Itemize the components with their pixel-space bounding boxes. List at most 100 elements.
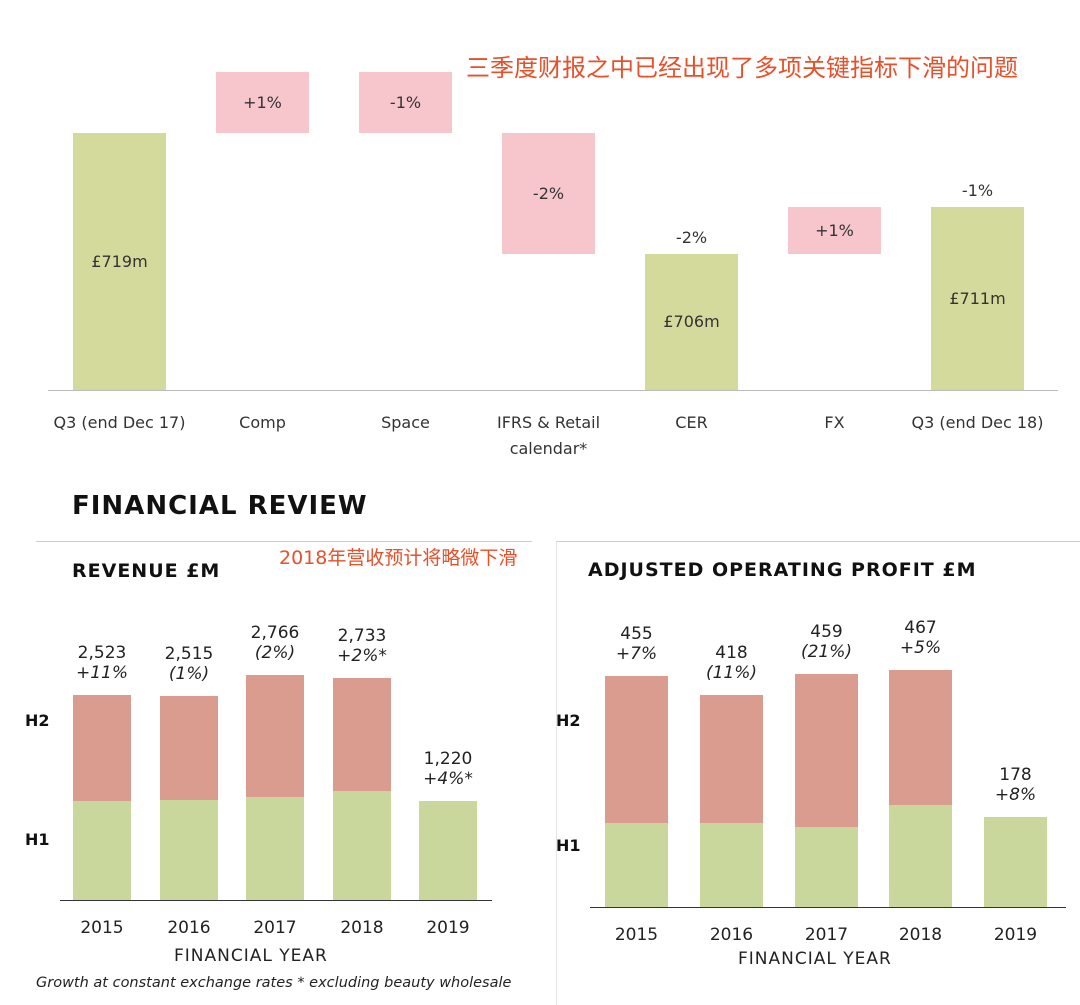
profit-value-label: 178 +8% bbox=[964, 765, 1067, 805]
waterfall-bar-label: -1% bbox=[389, 92, 422, 112]
waterfall-baseline bbox=[48, 390, 1058, 391]
profit-total: 459 bbox=[810, 621, 843, 642]
revenue-total: 1,220 bbox=[423, 748, 473, 769]
waterfall-category-line: FX bbox=[824, 413, 845, 432]
profit-growth: (11%) bbox=[705, 662, 758, 683]
revenue-value-label: 2,766 (2%) bbox=[226, 623, 324, 663]
revenue-chart-title: REVENUE £M bbox=[72, 560, 221, 582]
revenue-total: 2,733 bbox=[337, 625, 387, 646]
waterfall-category-line: Comp bbox=[239, 413, 286, 432]
waterfall-category-line: CER bbox=[675, 413, 708, 432]
revenue-value-label: 1,220 +4%* bbox=[399, 749, 497, 789]
waterfall-category-line: calendar* bbox=[509, 439, 588, 458]
revenue-value-label: 2,523 +11% bbox=[53, 643, 151, 683]
profit-value-label: 418 (11%) bbox=[680, 643, 783, 683]
waterfall-bar-7 bbox=[931, 207, 1024, 390]
revenue-year-label: 2017 bbox=[253, 918, 297, 938]
waterfall-category-label: Q3 (end Dec 18) bbox=[898, 410, 1058, 436]
revenue-bar-h2-2016 bbox=[160, 695, 218, 801]
footnote: Growth at constant exchange rates * excl… bbox=[36, 975, 512, 991]
revenue-bar-h2-2018 bbox=[333, 677, 391, 792]
waterfall-category-line: IFRS & Retail bbox=[496, 413, 601, 432]
annotation-top: 三季度财报之中已经出现了多项关键指标下滑的问题 bbox=[466, 54, 1018, 82]
revenue-h2-label: H2 bbox=[25, 711, 50, 730]
waterfall-category-label: FX bbox=[755, 410, 915, 436]
profit-bar-h1-2016 bbox=[700, 823, 763, 907]
revenue-total: 2,515 bbox=[164, 643, 214, 664]
profit-h1-label: H1 bbox=[556, 836, 581, 855]
profit-total: 467 bbox=[904, 617, 937, 638]
profit-bar-h2-2018 bbox=[889, 669, 952, 806]
waterfall-category-label: Q3 (end Dec 17) bbox=[40, 410, 200, 436]
profit-total: 455 bbox=[620, 623, 653, 644]
profit-bar-h2-2017 bbox=[795, 673, 858, 827]
revenue-bar-h1-2015 bbox=[73, 800, 131, 900]
profit-year-label: 2018 bbox=[898, 925, 943, 945]
profit-value-label: 455 +7% bbox=[585, 624, 688, 664]
revenue-bar-h1-2017 bbox=[246, 796, 304, 900]
profit-total: 178 bbox=[999, 764, 1032, 785]
profit-year-label: 2017 bbox=[804, 925, 849, 945]
revenue-chart: 2,523 +11% 2015 2,515 (1%) 2016 2,766 (2%) 2017 2… bbox=[25, 623, 497, 938]
waterfall-category-label: Comp bbox=[183, 410, 343, 436]
profit-growth: +7% bbox=[615, 643, 658, 664]
waterfall-category-label: CER bbox=[612, 410, 772, 436]
waterfall-bar-6 bbox=[788, 207, 881, 254]
revenue-growth: (1%) bbox=[168, 663, 210, 684]
revenue-growth: +4%* bbox=[423, 768, 473, 789]
profit-value-label: 459 (21%) bbox=[775, 622, 878, 662]
profit-bar-h2-2016 bbox=[700, 694, 763, 824]
profit-year-label: 2019 bbox=[993, 925, 1038, 945]
revenue-bar-h1-2016 bbox=[160, 800, 218, 900]
profit-bar-h1-2015 bbox=[605, 823, 668, 907]
revenue-value-label: 2,733 +2%* bbox=[313, 626, 411, 666]
profit-xaxis-title: FINANCIAL YEAR bbox=[738, 949, 892, 969]
profit-bar-h1-2019 bbox=[984, 816, 1047, 907]
profit-chart-title: ADJUSTED OPERATING PROFIT £M bbox=[588, 559, 977, 581]
profit-year-label: 2015 bbox=[614, 925, 659, 945]
revenue-bar-h1-2018 bbox=[333, 791, 391, 900]
waterfall-change-label: -1% bbox=[961, 181, 994, 200]
profit-panel-rule bbox=[556, 541, 1080, 542]
waterfall-bar-label: £711m bbox=[949, 288, 1006, 308]
waterfall-category-line: Q3 (end Dec 18) bbox=[911, 413, 1044, 432]
section-title: FINANCIAL REVIEW bbox=[72, 491, 368, 521]
revenue-bar-h1-2019 bbox=[419, 800, 477, 900]
revenue-growth: +11% bbox=[75, 662, 129, 683]
revenue-total: 2,523 bbox=[77, 642, 127, 663]
revenue-baseline bbox=[60, 900, 492, 901]
revenue-growth: +2%* bbox=[337, 645, 387, 666]
profit-bar-h2-2015 bbox=[605, 675, 668, 824]
waterfall-bar-3 bbox=[359, 72, 452, 133]
waterfall-category-line: Q3 (end Dec 17) bbox=[53, 413, 186, 432]
revenue-total: 2,766 bbox=[250, 623, 300, 644]
waterfall-bar-label: +1% bbox=[815, 220, 854, 240]
revenue-panel-rule bbox=[36, 541, 532, 542]
revenue-year-label: 2015 bbox=[80, 918, 124, 938]
revenue-bar-h2-2017 bbox=[246, 675, 304, 797]
waterfall-category-line: Space bbox=[381, 413, 430, 432]
profit-growth: +8% bbox=[994, 784, 1037, 805]
waterfall-bar-label: +1% bbox=[243, 92, 282, 112]
revenue-year-label: 2016 bbox=[167, 918, 211, 938]
annotation-revenue: 2018年营收预计将略微下滑 bbox=[279, 547, 518, 569]
profit-value-label: 467 +5% bbox=[869, 618, 972, 658]
waterfall-chart: £719m Q3 (end Dec 17) +1% Comp -1% Space -2% IF… bbox=[0, 0, 1080, 470]
profit-h2-label: H2 bbox=[556, 711, 581, 730]
revenue-year-label: 2018 bbox=[340, 918, 384, 938]
waterfall-bar-5 bbox=[645, 254, 738, 390]
revenue-growth: (2%) bbox=[254, 643, 296, 664]
profit-year-label: 2016 bbox=[709, 925, 754, 945]
waterfall-bar-2 bbox=[216, 72, 309, 133]
waterfall-bar-label: -2% bbox=[532, 183, 565, 203]
waterfall-bar-label: £706m bbox=[663, 312, 720, 331]
profit-growth: (21%) bbox=[800, 641, 853, 662]
revenue-value-label: 2,515 (1%) bbox=[140, 644, 238, 684]
profit-growth: +5% bbox=[899, 637, 942, 658]
profit-baseline bbox=[590, 907, 1066, 908]
waterfall-bar-1 bbox=[73, 133, 166, 390]
waterfall-change-label: -2% bbox=[675, 228, 708, 247]
waterfall-category-label: IFRS & Retail calendar* bbox=[469, 410, 629, 462]
profit-bar-h1-2017 bbox=[795, 826, 858, 907]
